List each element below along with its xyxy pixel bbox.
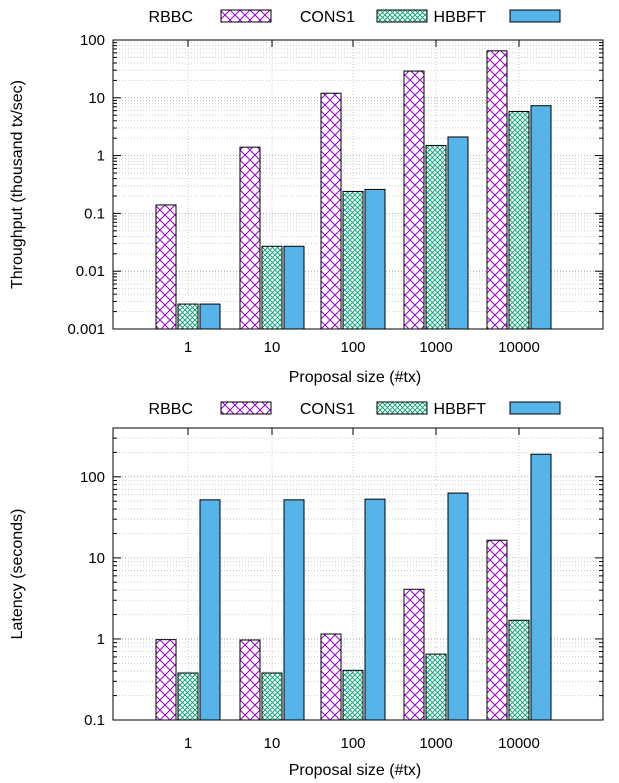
x-tick-label: 1: [184, 339, 192, 356]
bar-cons1: [342, 190, 364, 330]
bar-hbbft: [447, 492, 469, 721]
legend-label-rbbc: RBBC: [149, 401, 193, 418]
legend-swatch-hbbft: [509, 9, 561, 23]
y-tick-label: 0.01: [76, 263, 105, 280]
bar-hbbft: [530, 453, 552, 721]
bar-cons1: [425, 144, 447, 330]
x-tick-label: 100: [340, 339, 365, 356]
legend-swatch-hbbft: [509, 401, 561, 415]
y-tick-label: 0.1: [84, 712, 105, 729]
y-axis-label: Latency (seconds): [9, 509, 26, 640]
x-tick-label: 10: [264, 339, 281, 356]
bar-hbbft: [283, 245, 305, 330]
x-tick-label: 100: [340, 735, 365, 752]
plot-frame: [112, 39, 604, 330]
bar-cons1: [177, 303, 199, 330]
bar-cons1: [261, 245, 283, 330]
bar-cons1: [342, 669, 364, 721]
bar-rbbc: [239, 639, 261, 721]
bar-hbbft: [199, 303, 221, 330]
bar-hbbft: [447, 136, 469, 330]
bar-cons1: [508, 619, 530, 721]
plot-frame: [112, 427, 604, 721]
bar-hbbft: [364, 188, 386, 330]
y-tick-label: 10: [88, 550, 105, 567]
legend-swatch-cons1: [376, 401, 428, 415]
bar-rbbc: [403, 70, 425, 330]
bar-cons1: [425, 653, 447, 721]
y-tick-label: 1: [97, 631, 105, 648]
bar-hbbft: [199, 499, 221, 721]
x-tick-label: 1: [184, 735, 192, 752]
legend-label-cons1: CONS1: [300, 9, 355, 26]
legend-label-cons1: CONS1: [300, 401, 355, 418]
bar-hbbft: [530, 105, 552, 330]
bar-cons1: [508, 110, 530, 330]
y-tick-label: 0.1: [84, 205, 105, 222]
bar-hbbft: [283, 499, 305, 721]
legend-swatch-rbbc: [220, 401, 272, 415]
bar-cons1: [177, 672, 199, 721]
x-tick-label: 10000: [498, 735, 540, 752]
x-tick-label: 1000: [419, 735, 452, 752]
bar-rbbc: [320, 92, 342, 330]
y-tick-label: 10: [88, 90, 105, 107]
y-tick-label: 100: [80, 32, 105, 49]
throughput-chart: 0.001 0.01 0.1 1 10 100 1 10 100 1000 10000 Proposa…: [9, 9, 604, 386]
y-tick-label: 1: [97, 148, 105, 165]
bar-rbbc: [486, 50, 508, 330]
legend-label-hbbft: HBBFT: [434, 9, 487, 26]
bar-rbbc: [403, 588, 425, 721]
x-axis-label: Proposal size (#tx): [289, 369, 422, 386]
x-tick-label: 1000: [419, 339, 452, 356]
bar-rbbc: [155, 639, 177, 721]
x-tick-label: 10: [264, 735, 281, 752]
bar-rbbc: [320, 633, 342, 721]
latency-chart: 0.1 1 10 100 1 10 100 1000 10000 Proposal size (#…: [9, 401, 604, 779]
y-tick-label: 100: [80, 469, 105, 486]
x-tick-label: 10000: [498, 339, 540, 356]
legend-label-rbbc: RBBC: [149, 9, 193, 26]
bar-hbbft: [364, 498, 386, 721]
legend-swatch-rbbc: [220, 9, 272, 23]
legend-label-hbbft: HBBFT: [434, 401, 487, 418]
x-axis-label: Proposal size (#tx): [289, 762, 422, 779]
y-axis-label: Throughput (thousand tx/sec): [9, 80, 26, 289]
legend-swatch-cons1: [376, 9, 428, 23]
bar-rbbc: [486, 539, 508, 721]
y-tick-label: 0.001: [67, 321, 105, 338]
bar-rbbc: [239, 146, 261, 330]
bar-cons1: [261, 672, 283, 721]
bar-rbbc: [155, 204, 177, 330]
